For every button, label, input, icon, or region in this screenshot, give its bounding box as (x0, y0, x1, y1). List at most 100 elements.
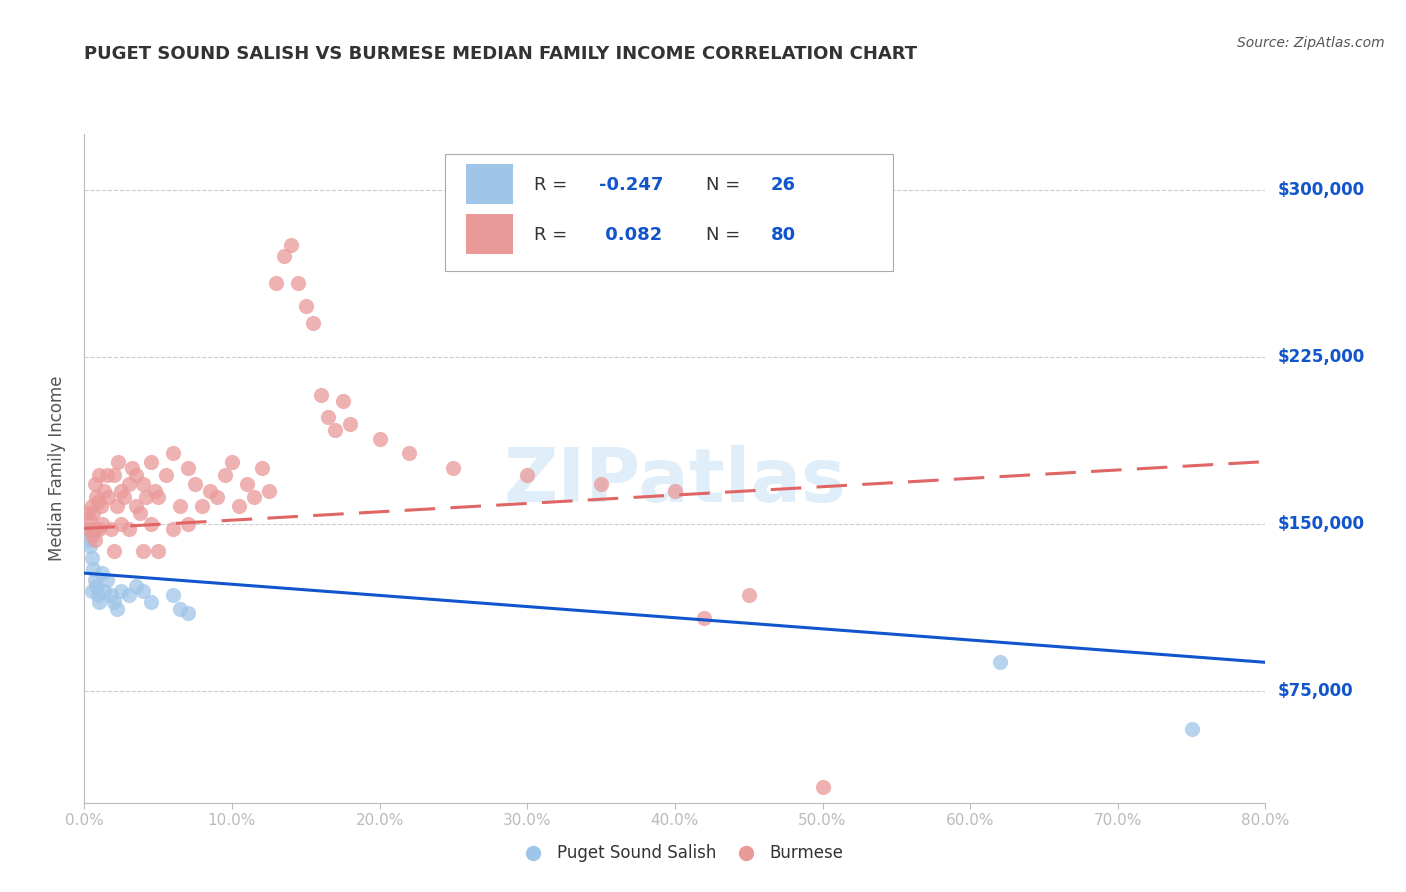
Text: Burmese: Burmese (769, 844, 844, 862)
Point (191, 500, 214, 514)
Point (125, 500, 148, 514)
Point (368, 433, 391, 447)
Point (148, 490, 170, 504)
FancyBboxPatch shape (444, 154, 893, 271)
Point (235, 476, 259, 491)
Point (103, 467, 125, 482)
Point (83, 476, 105, 491)
Point (76, 521, 98, 535)
Point (79, 539, 101, 553)
Point (139, 455, 162, 469)
Point (634, 852, 657, 866)
Point (591, 476, 613, 491)
Point (177, 517, 200, 532)
Point (84, 580, 107, 594)
Point (83, 533, 105, 547)
Text: PUGET SOUND SALISH VS BURMESE MEDIAN FAMILY INCOME CORRELATION CHART: PUGET SOUND SALISH VS BURMESE MEDIAN FAM… (84, 45, 918, 62)
Point (80, 550, 103, 565)
Point (77, 521, 100, 535)
Point (84, 490, 107, 504)
Point (177, 607, 200, 621)
Point (738, 589, 761, 603)
Point (169, 500, 191, 514)
Point (132, 544, 155, 558)
Point (86, 494, 108, 508)
Point (118, 476, 141, 491)
Text: 80: 80 (770, 227, 796, 244)
Point (110, 517, 132, 532)
Point (339, 417, 361, 431)
Point (148, 544, 170, 558)
Point (84, 521, 107, 535)
Point (125, 467, 148, 482)
Text: 26: 26 (770, 177, 796, 194)
Point (132, 584, 155, 599)
Text: R =: R = (534, 227, 574, 244)
Point (110, 584, 132, 599)
Text: R =: R = (534, 177, 574, 194)
Point (309, 387, 332, 401)
Point (80, 584, 103, 599)
Point (105, 500, 128, 514)
Point (664, 483, 686, 498)
Point (83, 573, 105, 587)
Point (177, 461, 200, 475)
FancyBboxPatch shape (465, 164, 513, 204)
Point (76, 506, 98, 520)
Point (198, 483, 221, 498)
Point (264, 277, 288, 291)
Point (77, 533, 100, 547)
Point (121, 461, 143, 475)
Text: $225,000: $225,000 (1277, 348, 1364, 366)
Text: Source: ZipAtlas.com: Source: ZipAtlas.com (1237, 36, 1385, 50)
Point (441, 461, 464, 475)
Point (110, 483, 132, 498)
Text: $150,000: $150,000 (1277, 515, 1364, 533)
Point (80, 500, 103, 514)
Point (96, 573, 118, 587)
Point (139, 517, 162, 532)
Point (118, 521, 141, 535)
Point (107, 455, 129, 469)
Point (214, 467, 236, 482)
Point (162, 446, 184, 460)
Point (105, 602, 128, 616)
Point (82, 506, 104, 520)
Point (143, 483, 166, 498)
Point (243, 490, 266, 504)
Point (91, 566, 114, 581)
Text: 0.082: 0.082 (599, 227, 662, 244)
Point (1180, 723, 1202, 737)
Point (228, 500, 250, 514)
Point (103, 595, 125, 609)
Point (184, 476, 207, 491)
Point (118, 589, 141, 603)
Text: Puget Sound Salish: Puget Sound Salish (557, 844, 716, 862)
Point (90, 500, 112, 514)
Point (93, 483, 115, 498)
Point (82, 521, 104, 535)
Point (316, 410, 339, 425)
Point (100, 589, 122, 603)
Point (302, 317, 325, 331)
Text: N =: N = (706, 227, 745, 244)
Text: ZIPatlas: ZIPatlas (503, 445, 846, 518)
Point (280, 238, 302, 252)
Point (169, 602, 191, 616)
Point (900, 852, 922, 866)
Point (295, 298, 318, 313)
Point (221, 455, 243, 469)
Point (96, 467, 118, 482)
Y-axis label: Median Family Income: Median Family Income (48, 376, 66, 561)
Point (273, 250, 295, 264)
Text: $75,000: $75,000 (1277, 682, 1353, 700)
Point (205, 490, 228, 504)
Point (516, 467, 538, 482)
Point (323, 424, 347, 438)
Point (287, 277, 309, 291)
Point (100, 521, 122, 535)
Point (112, 490, 135, 504)
Point (139, 595, 162, 609)
FancyBboxPatch shape (465, 214, 513, 254)
Point (135, 490, 157, 504)
